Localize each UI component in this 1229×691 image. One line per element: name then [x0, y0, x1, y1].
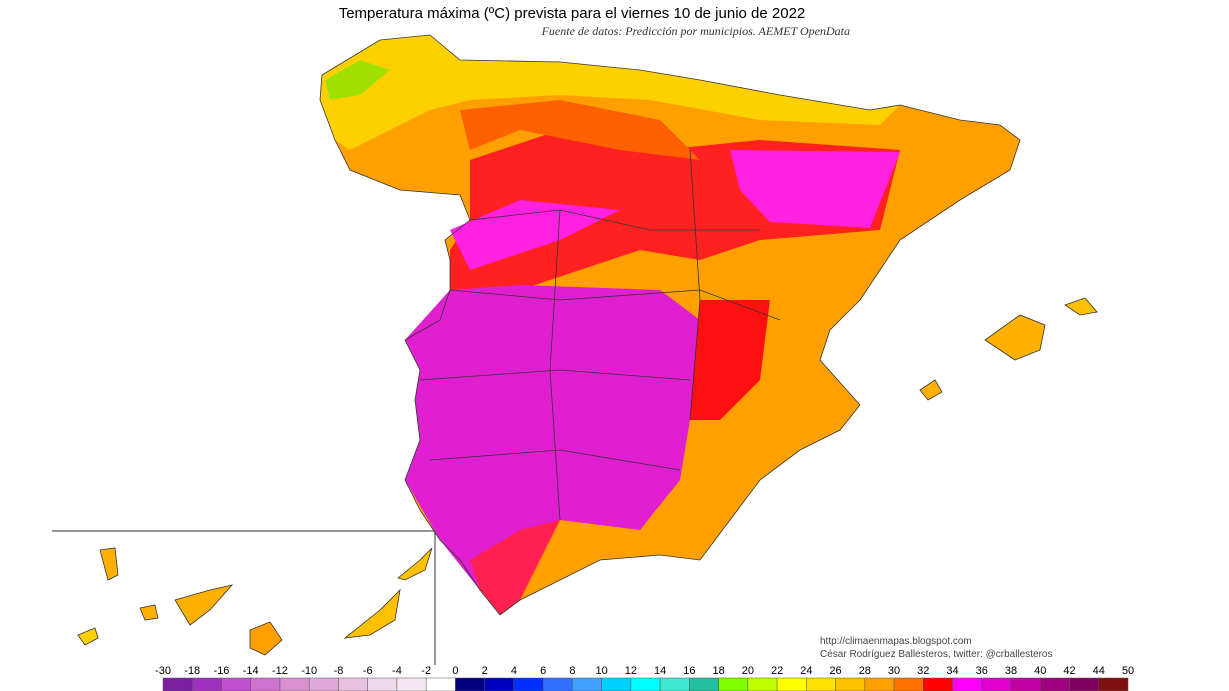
legend-swatch	[425, 677, 456, 691]
legend-label: -30	[155, 665, 171, 677]
legend-swatch	[338, 677, 368, 691]
legend-label: -6	[363, 665, 373, 677]
legend-swatch	[396, 677, 427, 691]
legend-swatch	[1010, 677, 1041, 691]
legend-swatch	[923, 677, 953, 691]
legend-swatch	[1040, 677, 1070, 691]
legend-label: -18	[184, 665, 200, 677]
legend-label: 14	[654, 665, 666, 677]
legend-label: 50	[1122, 665, 1134, 677]
legend-swatch	[221, 677, 251, 691]
legend-label: 16	[683, 665, 695, 677]
legend-label: 30	[888, 665, 900, 677]
canary-islands	[52, 530, 436, 665]
legend-swatch	[1069, 677, 1100, 691]
legend-label: 42	[1063, 665, 1075, 677]
legend-label: 28	[859, 665, 871, 677]
legend-swatch	[806, 677, 836, 691]
title: Temperatura máxima (ºC) prevista para el…	[339, 5, 806, 22]
legend-swatch	[1098, 677, 1129, 691]
legend-swatch	[718, 677, 749, 691]
legend-label: -10	[301, 665, 317, 677]
subtitle: Fuente de datos: Predicción por municipi…	[541, 24, 850, 38]
legend-swatch	[659, 677, 690, 691]
legend-swatch	[835, 677, 866, 691]
legend-label: 20	[742, 665, 754, 677]
legend-label: 8	[569, 665, 575, 677]
legend-label: 24	[800, 665, 812, 677]
legend-label: 6	[540, 665, 546, 677]
legend-label: 12	[625, 665, 637, 677]
legend-swatch	[542, 677, 573, 691]
legend-label: -8	[334, 665, 344, 677]
legend-label: 2	[482, 665, 488, 677]
peninsula	[319, 34, 1021, 616]
legend-label: 40	[1034, 665, 1046, 677]
legend-label: 26	[829, 665, 841, 677]
legend-swatch	[279, 677, 310, 691]
legend-swatch	[952, 677, 983, 691]
legend-swatch	[747, 677, 778, 691]
legend-swatch	[572, 677, 602, 691]
legend-label: -2	[421, 665, 431, 677]
legend-label: -16	[214, 665, 230, 677]
legend-label: 22	[771, 665, 783, 677]
legend-label: 44	[1093, 665, 1105, 677]
legend-swatch	[776, 677, 807, 691]
legend-label: -4	[392, 665, 402, 677]
legend-swatch	[484, 677, 515, 691]
legend-label: 36	[976, 665, 988, 677]
legend-swatch	[191, 677, 222, 691]
legend-label: -14	[243, 665, 259, 677]
balearic-islands	[919, 297, 1098, 401]
legend-swatch	[981, 677, 1012, 691]
legend-swatch	[893, 677, 924, 691]
legend-label: 18	[712, 665, 724, 677]
legend-label: 4	[511, 665, 517, 677]
legend-label: -12	[272, 665, 288, 677]
legend-swatch	[513, 677, 544, 691]
legend-swatch	[250, 677, 281, 691]
legend-swatch	[601, 677, 632, 691]
legend-swatch	[630, 677, 661, 691]
legend-swatch	[162, 677, 193, 691]
legend-label: 32	[917, 665, 929, 677]
legend-label: 0	[452, 665, 458, 677]
credit-url: http://climaenmapas.blogspot.com	[820, 636, 972, 647]
legend-swatch	[689, 677, 719, 691]
legend-label: 10	[596, 665, 608, 677]
legend-label: 38	[1005, 665, 1017, 677]
legend: -30 -18 -16 -14 -12 -10 -8 -6 -4 -2 0 2 4 6 8 10 12 14 16 1…	[155, 665, 1134, 691]
legend-swatch	[367, 677, 398, 691]
legend-label: 34	[946, 665, 958, 677]
legend-swatch	[455, 677, 485, 691]
legend-swatch	[308, 677, 339, 691]
credit-author: César Rodríguez Ballesteros, twitter: @c…	[820, 649, 1052, 660]
legend-swatch	[864, 677, 895, 691]
